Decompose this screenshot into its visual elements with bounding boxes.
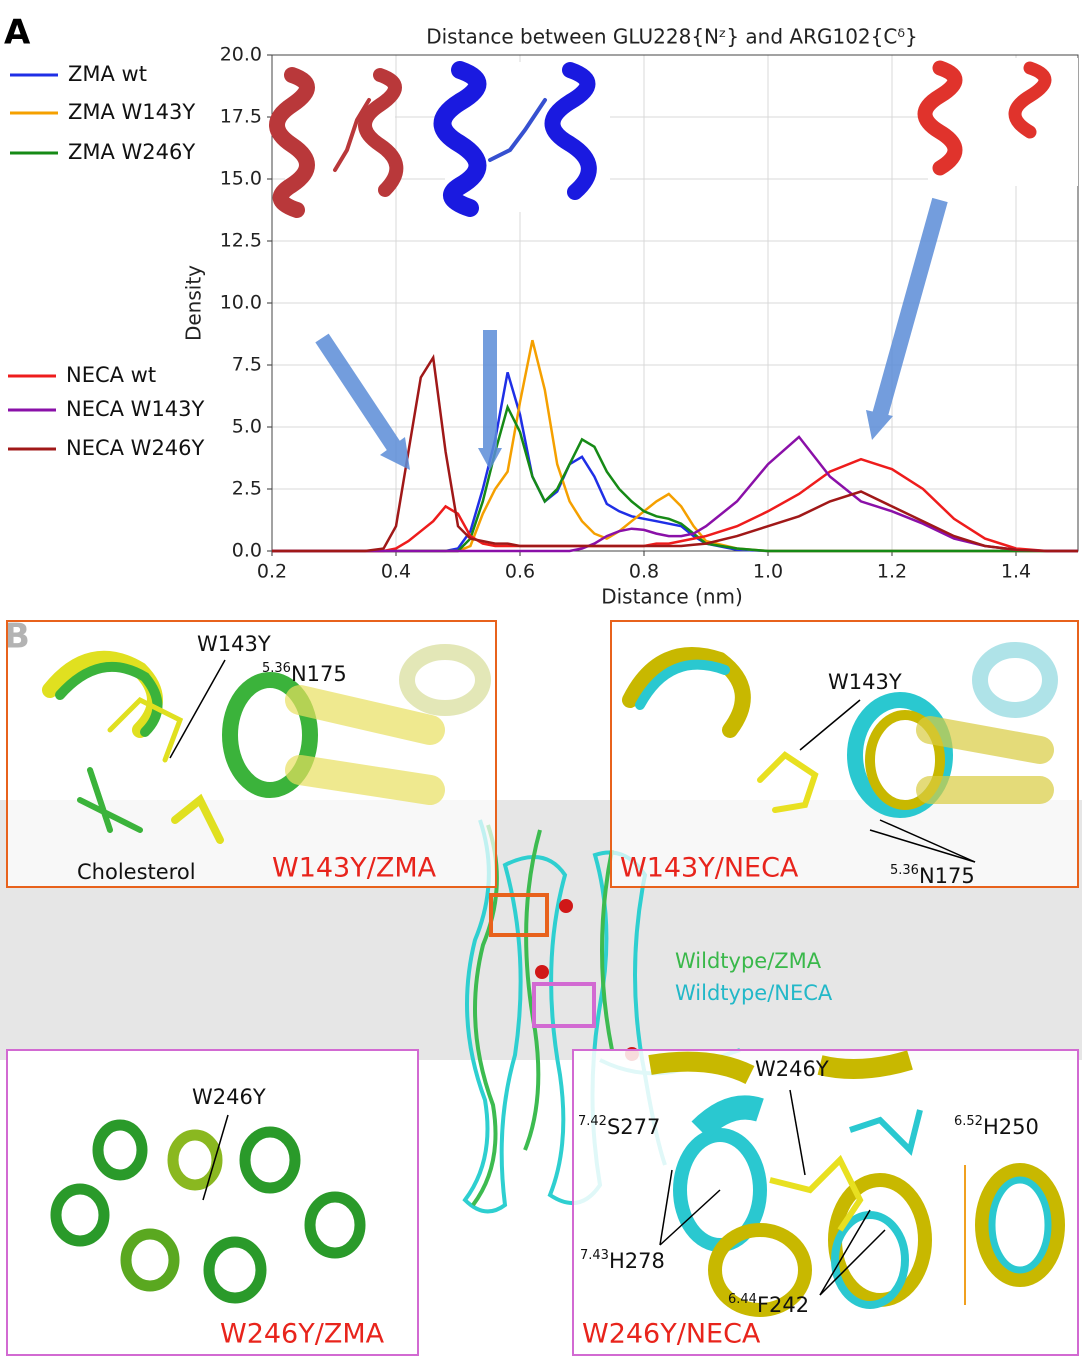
x-axis-label: Distance (nm) <box>601 585 743 609</box>
y-tick-label: 15.0 <box>220 168 262 190</box>
y-tick-label: 5.0 <box>232 416 262 438</box>
legend-label: ZMA W246Y <box>68 140 195 164</box>
residue-label: 7.42S277 <box>578 1114 660 1140</box>
x-tick-label: 0.2 <box>257 561 287 583</box>
plot-frame <box>271 54 1079 552</box>
legend-label: NECA W246Y <box>66 436 205 460</box>
y-tick-label: 2.5 <box>232 478 262 500</box>
residue-superscript: 5.36 <box>890 863 919 878</box>
residue-label: 6.52H250 <box>954 1114 1039 1140</box>
y-tick-label: 10.0 <box>220 292 262 314</box>
y-tick-label: 7.5 <box>232 354 262 376</box>
x-tick-label: 0.8 <box>629 561 659 583</box>
residue-name: N175 <box>919 864 975 888</box>
inset-title: W246Y/NECA <box>582 1319 761 1350</box>
inset-w246y-zma: W246Y W246Y/ZMA <box>6 1049 419 1356</box>
legend-label: ZMA wt <box>68 62 147 86</box>
residue-label: 5.36N175 <box>262 661 347 687</box>
residue-superscript: 7.43 <box>580 1248 609 1263</box>
y-tick-label: 0.0 <box>232 540 262 562</box>
inset-structures <box>269 58 1078 218</box>
mutation-label: W143Y <box>828 670 902 694</box>
x-tick-label: 1.0 <box>753 561 783 583</box>
inset-title: W143Y/ZMA <box>272 853 437 884</box>
y-tick-label: 17.5 <box>220 106 262 128</box>
residue-name: N175 <box>291 662 347 686</box>
residue-superscript: 6.44 <box>728 1292 757 1307</box>
x-tick-label: 1.4 <box>1001 561 1031 583</box>
mutation-label: W246Y <box>755 1057 829 1081</box>
data-line <box>272 372 1078 553</box>
residue-name: S277 <box>607 1115 660 1139</box>
data-line <box>272 435 1078 553</box>
residue-label: 7.43H278 <box>580 1248 665 1274</box>
residue-name: H278 <box>609 1249 665 1273</box>
residue-superscript: 7.42 <box>578 1114 607 1129</box>
chart-title: Distance between GLU228{Nᶻ} and ARG102{C… <box>426 25 918 49</box>
ligand-label: Cholesterol <box>77 860 196 884</box>
legend-label: ZMA W143Y <box>68 100 195 124</box>
residue-label: 5.36N175 <box>890 863 975 889</box>
x-tick-label: 0.6 <box>505 561 535 583</box>
annotation-arrows <box>315 197 948 470</box>
residue-label: 6.44F242 <box>728 1292 809 1318</box>
inset-title: W246Y/ZMA <box>220 1319 385 1350</box>
legend-label: NECA W143Y <box>66 397 205 421</box>
inset-title: W143Y/NECA <box>620 853 799 884</box>
residue-name: F242 <box>757 1293 809 1317</box>
legend-label: Wildtype/ZMA <box>675 949 822 973</box>
y-tick-label: 20.0 <box>220 44 262 66</box>
y-axis-label: Density <box>182 265 206 341</box>
mutation-label: W143Y <box>197 632 271 656</box>
residue-superscript: 5.36 <box>262 661 291 676</box>
residue-name: H250 <box>983 1115 1039 1139</box>
data-line <box>272 353 1078 553</box>
legend-label: NECA wt <box>66 363 156 387</box>
residue-superscript: 6.52 <box>954 1114 983 1129</box>
mutation-label: W246Y <box>192 1085 266 1109</box>
plot-lines <box>272 339 1078 553</box>
legend-label: Wildtype/NECA <box>675 981 833 1005</box>
inset-w143y-zma: W143Y 5.36N175 Cholesterol W143Y/ZMA <box>6 620 497 888</box>
panel-label: A <box>4 13 31 53</box>
x-tick-label: 1.2 <box>877 561 907 583</box>
x-tick-label: 0.4 <box>381 561 411 583</box>
inset-w143y-neca: W143Y 5.36N175 W143Y/NECA <box>610 620 1079 889</box>
y-tick-label: 12.5 <box>220 230 262 252</box>
inset-w246y-neca: W246Y 7.42S277 6.52H250 7.43H278 6.44F24… <box>572 1049 1079 1356</box>
